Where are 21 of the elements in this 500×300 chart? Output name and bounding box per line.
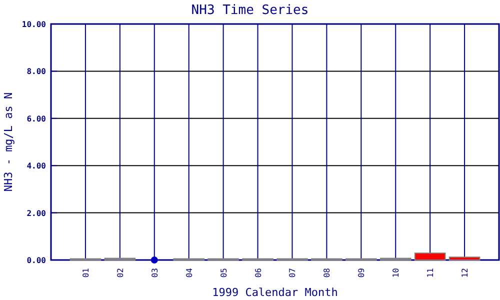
- y-tick-label: 4.00: [26, 162, 46, 171]
- y-tick-label: 8.00: [26, 67, 46, 76]
- x-tick-label: 07: [288, 268, 298, 278]
- x-tick-label: 02: [116, 268, 125, 278]
- y-tick-label: 10.00: [22, 20, 46, 29]
- x-axis-title: 1999 Calendar Month: [212, 286, 338, 299]
- x-tick-label: 05: [219, 268, 228, 278]
- x-tick-label: 03: [150, 268, 160, 278]
- y-tick-label: 2.00: [26, 208, 46, 218]
- y-tick-label: 0.00: [26, 256, 46, 265]
- chart-title: NH3 Time Series: [191, 3, 309, 18]
- x-tick-label: 06: [254, 268, 263, 278]
- x-tick-label: 11: [426, 268, 436, 278]
- x-tick-label: 08: [322, 268, 332, 278]
- y-axis-title: NH3 - mg/L as N: [2, 92, 15, 192]
- x-tick-label: 01: [81, 268, 90, 278]
- x-tick-label: 04: [184, 268, 194, 278]
- x-tick-label: 10: [392, 268, 401, 278]
- x-tick-label: 09: [357, 268, 366, 278]
- y-tick-label: 6.00: [26, 114, 46, 124]
- x-tick-label: 12: [460, 268, 470, 278]
